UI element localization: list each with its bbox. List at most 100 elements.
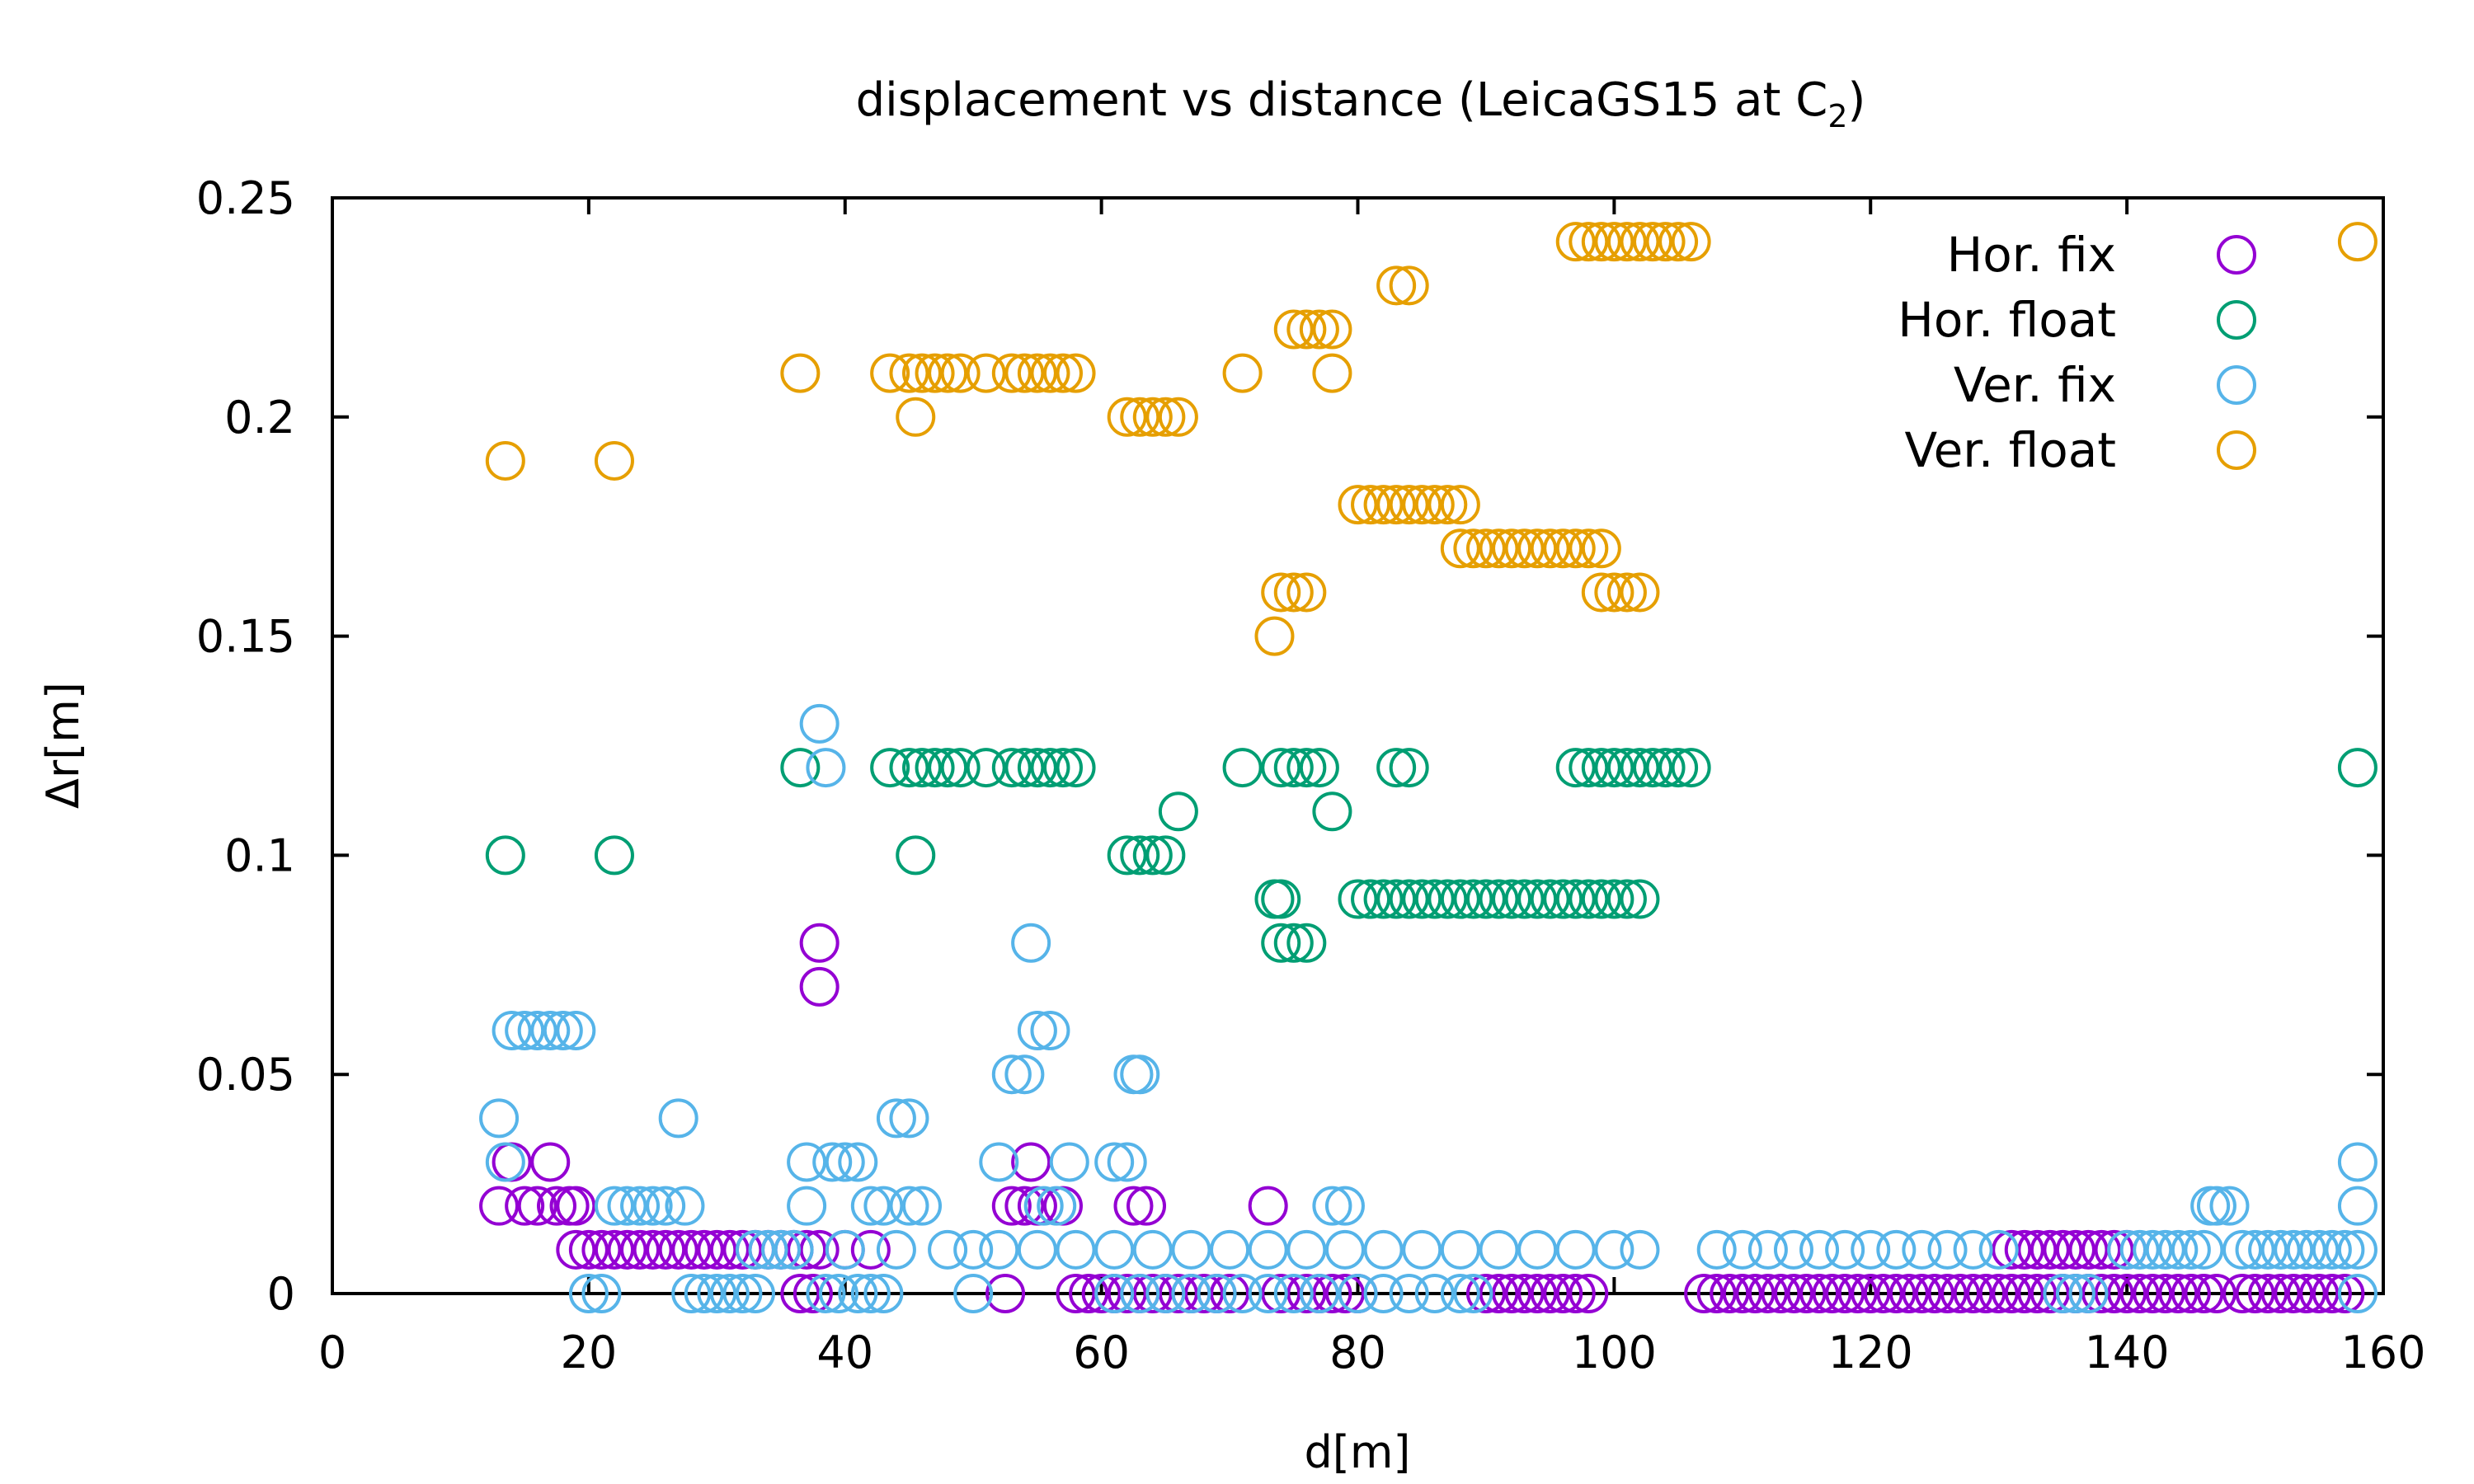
data-point [2337,1142,2378,1182]
data-point [985,1274,1026,1313]
data-point [1389,265,1429,306]
data-point [2235,1274,2275,1313]
data-point [1927,1229,1968,1270]
data-point [1248,1186,1288,1226]
data-point [1773,1274,1813,1313]
data-point [896,835,936,876]
data-point [1953,1274,1993,1313]
data-point [1183,1274,1224,1313]
data-point [2325,1229,2365,1270]
data-point [889,748,929,788]
data-point [1594,1229,1634,1270]
data-point [485,440,525,481]
data-point [594,1186,634,1226]
data-point [1851,1229,1891,1270]
data-point [1530,1274,1570,1313]
data-point [1210,1274,1250,1313]
data-point [799,966,840,1007]
data-point [1747,1274,1788,1313]
data-point [806,1274,846,1313]
data-point [1017,748,1057,788]
data-point [838,1274,878,1313]
data-point [1645,222,1686,262]
data-point [2248,1229,2288,1270]
legend-item: Ver. fix [1954,357,2256,413]
data-point [1722,1274,1762,1313]
data-point [1011,923,1051,963]
data-point [1056,1229,1096,1270]
data-point [1671,748,1711,788]
data-point [2325,1274,2365,1313]
data-point [915,353,955,393]
data-point [1940,1274,1981,1313]
data-point [581,1229,622,1270]
data-point [928,1229,968,1270]
data-point [1569,528,1609,569]
data-point [658,1229,698,1270]
data-point [1312,309,1352,350]
data-point [1273,923,1314,963]
legend-marker [2217,430,2256,470]
data-point [1620,1229,1660,1270]
data-point [1363,1274,1404,1313]
data-point [607,1229,647,1270]
data-point [1620,748,1660,788]
data-point [1120,835,1160,876]
data-point [863,1274,904,1313]
legend: Hor. fix Hor. float Ver. fix Ver. float [1898,227,2256,478]
data-point [1517,879,1558,919]
data-point [1042,748,1083,788]
data-point [1465,528,1506,569]
data-point [1017,1229,1057,1270]
data-point [646,1229,686,1270]
data-point [1286,309,1327,350]
data-point [850,1274,891,1313]
data-point [1158,397,1198,437]
data-point [870,353,910,393]
data-point [2145,1274,2185,1313]
data-point [825,1142,865,1182]
chart-title-suffix: ) [1848,73,1866,127]
data-point [2158,1229,2199,1270]
data-point [1747,1229,1788,1270]
data-point [1696,1229,1737,1270]
data-point [1620,879,1660,919]
data-point [671,1229,712,1270]
data-point [1042,353,1083,393]
data-point [1037,1186,1077,1226]
data-point [1402,485,1442,525]
data-point [530,1142,571,1182]
data-point [966,748,1006,788]
x-tick-label: 160 [2340,1327,2425,1378]
data-point [697,1229,737,1270]
data-point [1837,1274,1878,1313]
legend-label: Hor. fix [1947,227,2116,283]
data-point [2043,1229,2083,1270]
data-point [1145,1274,1186,1313]
x-tick-label: 60 [1073,1327,1130,1378]
data-point [2209,1186,2250,1226]
data-point [2030,1274,2070,1313]
data-point [1094,1274,1135,1313]
data-point [1992,1229,2032,1270]
legend-marker [2217,365,2256,405]
data-point [1273,309,1314,350]
data-point [1440,1229,1480,1270]
data-point [1132,397,1173,437]
legend-label: Ver. fix [1954,357,2116,413]
y-tick-label: 0.1 [224,829,295,881]
series-ver-float [485,222,2378,656]
data-point [1094,1142,1135,1182]
data-point [2312,1274,2352,1313]
data-point [1312,353,1352,393]
data-point [1132,1274,1173,1313]
data-point [928,353,968,393]
data-point [1351,879,1391,919]
data-point [1492,1274,1532,1313]
data-point [1004,1186,1045,1226]
data-point [1633,748,1673,788]
data-point [2299,1229,2340,1270]
x-tick-label: 20 [561,1327,618,1378]
series-ver-fix [479,703,2378,1313]
data-point [1254,616,1295,656]
